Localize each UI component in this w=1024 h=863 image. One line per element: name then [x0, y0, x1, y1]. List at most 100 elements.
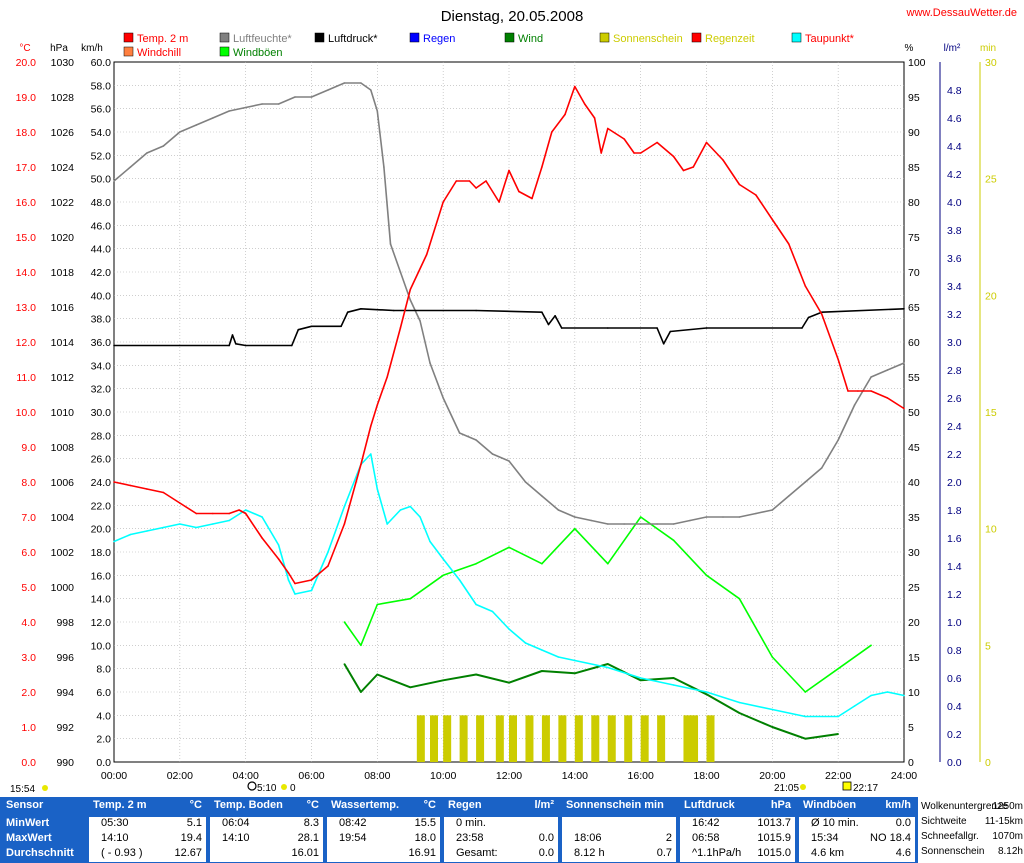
sunshine-bar — [459, 715, 468, 762]
series-point-luftdruck — [235, 343, 237, 345]
series-point-temp-2-m — [475, 187, 477, 189]
stats-block-unit: °C — [423, 799, 436, 811]
sun-tick-label: 30 — [985, 57, 997, 69]
series-point-windb-en — [343, 621, 346, 623]
wind-tick-label: 10.0 — [91, 640, 112, 652]
legend-label: Temp. 2 m — [137, 33, 188, 45]
series-point-luftfeuchte — [524, 481, 527, 483]
series-point-luftfeuchte — [491, 453, 494, 455]
series-line-temp-2-m — [113, 85, 905, 585]
series-point-luftdruck — [801, 327, 803, 329]
series-point-wind — [804, 737, 807, 740]
series-point-luftdruck — [340, 325, 342, 328]
series-point-luftfeuchte — [804, 481, 807, 483]
plot-area — [113, 61, 905, 763]
series-point-temp-2-m — [755, 194, 757, 196]
series-point-temp-2-m — [857, 390, 859, 392]
event1-time: 5:10 — [257, 783, 277, 794]
stats-cell-value: 16.01 — [291, 847, 319, 859]
extra-value: 1250m — [992, 801, 1023, 812]
stats-block-header: Temp. Boden °C — [208, 799, 325, 815]
legend-label: Luftfeuchte* — [233, 33, 292, 45]
series-point-luftfeuchte — [429, 362, 431, 364]
sun-rise-icon — [42, 785, 48, 791]
series-point-temp-2-m — [228, 512, 230, 515]
pressure-tick-label: 1000 — [51, 582, 75, 594]
wind-tick-label: 50.0 — [91, 174, 112, 186]
wind-tick-label: 54.0 — [91, 127, 112, 139]
stats-cell-value: 16.91 — [408, 847, 436, 859]
series-point-luftdruck — [475, 309, 477, 312]
series-point-taupunkt — [179, 523, 181, 525]
series-layer — [113, 82, 905, 762]
series-point-taupunkt — [541, 649, 543, 651]
series-point-wind — [837, 733, 839, 735]
series-point-windb-en — [672, 539, 675, 542]
series-point-temp-2-m — [682, 169, 685, 172]
statistics-panel: Sensor MinWert MaxWert Durchschnitt Temp… — [0, 797, 1024, 863]
temp-tick-label: 18.0 — [16, 127, 37, 139]
stats-block: Regen l/m² 0 min. 23:58 0.0 Gesamt: 0.0 — [442, 797, 560, 863]
sunshine-bar — [624, 715, 633, 762]
series-point-luftdruck — [554, 315, 556, 317]
series-point-temp-2-m — [386, 376, 389, 378]
series-point-taupunkt — [409, 505, 412, 508]
series-point-taupunkt — [261, 516, 263, 518]
rain-tick-label: 1.4 — [947, 561, 962, 573]
pressure-tick-label: 1030 — [51, 57, 75, 69]
x-tick-label: 00:00 — [101, 770, 127, 782]
series-point-taupunkt — [386, 523, 389, 525]
series-point-taupunkt — [287, 579, 290, 581]
stats-cell-value: 1015.0 — [757, 847, 791, 859]
series-point-temp-2-m — [327, 565, 329, 567]
series-point-windb-en — [508, 546, 510, 549]
legend-label: Sonnenschein — [613, 33, 683, 45]
sun-dot-icon — [281, 784, 287, 790]
sun-tick-label: 20 — [985, 290, 997, 302]
temp-tick-label: 14.0 — [16, 267, 37, 279]
stats-cell-value: 8.3 — [303, 817, 319, 829]
series-point-taupunkt — [837, 715, 839, 718]
extra-label: Wolkenuntergrenze — [921, 801, 1008, 812]
series-point-wind — [343, 663, 346, 665]
rain-tick-label: 1.2 — [947, 589, 962, 601]
series-point-luftfeuchte — [294, 96, 296, 98]
sunshine-bar — [706, 715, 715, 762]
wind-tick-label: 26.0 — [91, 454, 112, 466]
temp-tick-label: 13.0 — [16, 302, 37, 314]
legend-label: Windchill — [137, 47, 181, 59]
humidity-tick-label: 30 — [908, 547, 920, 559]
legend-swatch — [599, 32, 610, 43]
series-point-luftfeuchte — [360, 82, 362, 84]
rain-tick-label: 4.4 — [947, 141, 962, 153]
website-link[interactable]: www.DessauWetter.de — [906, 7, 1017, 19]
humidity-tick-label: 25 — [908, 582, 920, 594]
series-point-temp-2-m — [820, 313, 823, 315]
series-point-luftfeuchte — [146, 152, 148, 154]
humidity-tick-label: 100 — [908, 57, 926, 69]
stats-block-unit: °C — [306, 799, 319, 811]
pressure-tick-label: 1024 — [51, 162, 75, 174]
stats-cell-time: 05:30 — [101, 817, 129, 829]
series-point-temp-2-m — [531, 197, 533, 200]
stats-block-unit: hPa — [770, 799, 791, 811]
series-point-temp-2-m — [370, 425, 372, 427]
series-line-windb-en — [343, 516, 872, 693]
wind-tick-label: 12.0 — [91, 617, 112, 629]
wind-tick-label: 16.0 — [91, 570, 112, 582]
series-point-luftfeuchte — [656, 523, 658, 525]
stats-extra-column: Wolkenuntergrenze 1250m Sichtweite 11-15km S… — [917, 797, 1024, 863]
x-tick-label: 02:00 — [167, 770, 193, 782]
sun-tick-label: 10 — [985, 524, 997, 536]
x-tick-label: 14:00 — [562, 770, 588, 782]
series-point-temp-2-m — [518, 190, 520, 193]
series-point-taupunkt — [804, 715, 807, 718]
series-point-temp-2-m — [146, 488, 148, 490]
extra-row: Sonnenschein 8.12h — [918, 846, 1024, 861]
rain-tick-label: 2.8 — [947, 365, 962, 377]
series-point-luftdruck — [291, 344, 293, 347]
series-point-luftdruck — [903, 308, 905, 310]
x-axis-ticks: 00:00 02:00 04:00 06:00 08:00 10:00 12:00 14:00… — [101, 770, 917, 782]
series-point-luftfeuchte — [870, 376, 872, 378]
rain-tick-label: 2.0 — [947, 477, 962, 489]
